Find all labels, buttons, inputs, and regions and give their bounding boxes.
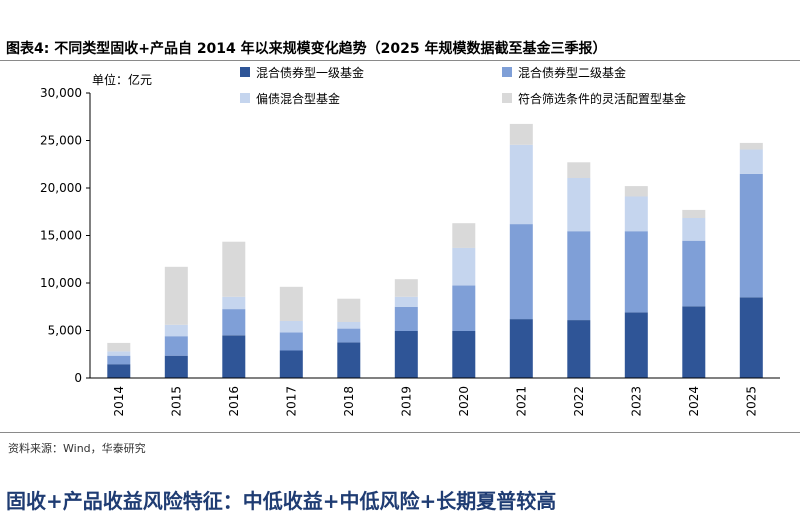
bar-segment [107,351,131,356]
bar-segment [682,306,706,378]
bar-segment [222,296,246,310]
y-tick-label: 30,000 [40,86,82,100]
bar-segment [394,331,418,378]
top-rule [0,60,800,61]
bar-segment [107,364,131,378]
bar-segment [337,321,361,329]
x-tick-label: 2023 [629,386,643,417]
y-tick-label: 5,000 [48,324,82,338]
bar-segment [164,355,188,378]
x-tick-label: 2025 [744,386,758,417]
x-tick-label: 2021 [514,386,528,417]
bar-segment [739,297,763,379]
bar-segment [279,286,303,321]
bottom-rule [0,432,800,433]
bar-segment [164,324,188,337]
bar-segment [222,335,246,379]
bar-segment [567,320,591,378]
bar-segment [452,223,476,248]
x-tick-label: 2017 [284,386,298,417]
x-tick-label: 2015 [169,386,183,417]
bar-segment [222,309,246,336]
bar-segment [394,296,418,307]
bar-segment [739,142,763,150]
bar-segment [682,240,706,307]
x-axis: 2014 2015 2016 2017 2018 2019 2020 2021 2022 2023… [90,377,780,417]
x-tick-label: 2014 [112,386,126,417]
bar-segment [337,342,361,378]
bar-segment [509,144,533,225]
bar-segment [222,241,246,297]
figure-title: 图表4: 不同类型固收+产品自 2014 年以来规模变化趋势（2025 年规模数… [6,41,607,57]
bar-segment [452,247,476,286]
bar-segment [107,342,131,352]
source-note: 资料来源：Wind，华泰研究 [8,442,146,455]
x-tick-label: 2022 [572,386,586,417]
bar-segment [337,328,361,343]
y-tick-label: 25,000 [40,134,82,148]
bar-segment [337,298,361,322]
bar-segment [164,266,188,325]
bar-segment [624,186,648,197]
bar-segment [394,306,418,331]
legend-swatch [240,93,250,103]
bar-segment [567,162,591,178]
bar-segment [164,336,188,356]
legend-label: 偏债混合型基金 [256,91,340,106]
bar-segment [279,332,303,351]
x-tick-label: 2019 [399,386,413,417]
bar-segment [739,149,763,174]
bar-segment [624,231,648,313]
y-tick-label: 20,000 [40,181,82,195]
bar-segment [452,331,476,378]
x-tick-label: 2024 [687,386,701,417]
bar-segment [452,285,476,331]
bar-segment [279,321,303,333]
bar-segment [509,224,533,320]
legend-swatch [240,67,250,77]
bar-segment [509,123,533,145]
unit-label: 单位：亿元 [92,72,152,87]
y-tick-label: 0 [74,371,82,385]
y-tick-label: 15,000 [40,229,82,243]
bars [107,123,763,379]
legend-label: 混合债券型一级基金 [256,65,364,80]
y-tick-label: 10,000 [40,276,82,290]
bar-segment [624,196,648,232]
bar-segment [682,209,706,218]
bar-segment [739,173,763,298]
x-tick-label: 2020 [457,386,471,417]
legend-label: 符合筛选条件的灵活配置型基金 [518,91,686,106]
bar-segment [567,231,591,320]
bar-segment [682,217,706,241]
legend-swatch [502,67,512,77]
bar-segment [394,279,418,297]
legend-swatch [502,93,512,103]
x-tick-label: 2018 [342,386,356,417]
y-axis: 0 5,000 10,000 15,000 20,000 25,000 30,000 [40,86,91,385]
x-tick-label: 2016 [227,386,241,417]
section-heading: 固收+产品收益风险特征：中低收益+中低风险+长期夏普较高 [6,489,557,513]
bar-segment [567,178,591,232]
bar-segment [107,355,131,365]
bar-segment [624,312,648,378]
legend-label: 混合债券型二级基金 [518,65,626,80]
bar-segment [279,350,303,378]
bar-segment [509,319,533,378]
